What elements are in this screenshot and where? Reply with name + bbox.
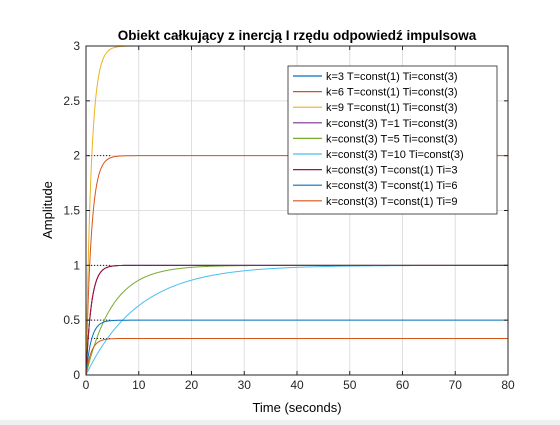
y-tick-label: 0.5 bbox=[63, 313, 80, 327]
y-tick-label: 0 bbox=[73, 368, 80, 382]
y-tick-label: 1 bbox=[73, 258, 80, 272]
chart-title: Obiekt całkujący z inercją I rzędu odpow… bbox=[118, 28, 477, 43]
x-axis-ticks: 0 10 20 30 40 50 60 70 80 bbox=[83, 46, 515, 392]
legend-entry-label: k=3 T=const(1) Ti=const(3) bbox=[326, 71, 458, 83]
x-tick-label: 80 bbox=[501, 378, 515, 392]
legend-entry-label: k=const(3) T=5 Ti=const(3) bbox=[326, 133, 458, 145]
y-tick-label: 2 bbox=[73, 149, 80, 163]
legend-entry-label: k=const(3) T=const(1) Ti=3 bbox=[326, 165, 458, 177]
series-line bbox=[85, 319, 508, 376]
y-axis-label: Amplitude bbox=[40, 181, 55, 239]
legend-box bbox=[287, 65, 498, 215]
legend[interactable]: k=3 T=const(1) Ti=const(3) k=6 T=const(1)… bbox=[287, 65, 498, 215]
x-tick-label: 10 bbox=[132, 378, 146, 392]
legend-entry-label: k=6 T=const(1) Ti=const(3) bbox=[326, 87, 458, 99]
legend-entry-label: k=const(3) T=const(1) Ti=9 bbox=[326, 196, 458, 208]
x-tick-label: 20 bbox=[185, 378, 199, 392]
legend-entry-label: k=const(3) T=const(1) Ti=6 bbox=[326, 180, 458, 192]
y-tick-label: 3 bbox=[73, 39, 80, 53]
x-tick-label: 40 bbox=[290, 378, 304, 392]
x-axis-label: Time (seconds) bbox=[252, 400, 341, 415]
series-line bbox=[85, 337, 508, 376]
x-tick-label: 30 bbox=[238, 378, 252, 392]
legend-entry-label: k=const(3) T=10 Ti=const(3) bbox=[326, 149, 464, 161]
x-tick-label: 50 bbox=[343, 378, 357, 392]
x-tick-label: 0 bbox=[83, 378, 90, 392]
y-tick-label: 1.5 bbox=[63, 204, 80, 218]
series-line bbox=[85, 264, 508, 376]
x-tick-label: 60 bbox=[396, 378, 410, 392]
y-axis-ticks: 0 0.5 1 1.5 2 2.5 3 bbox=[63, 39, 508, 382]
legend-entry-label: k=9 T=const(1) Ti=const(3) bbox=[326, 102, 458, 114]
legend-entry-label: k=const(3) T=1 Ti=const(3) bbox=[326, 118, 458, 130]
y-tick-label: 2.5 bbox=[63, 94, 80, 108]
x-tick-label: 70 bbox=[449, 378, 463, 392]
